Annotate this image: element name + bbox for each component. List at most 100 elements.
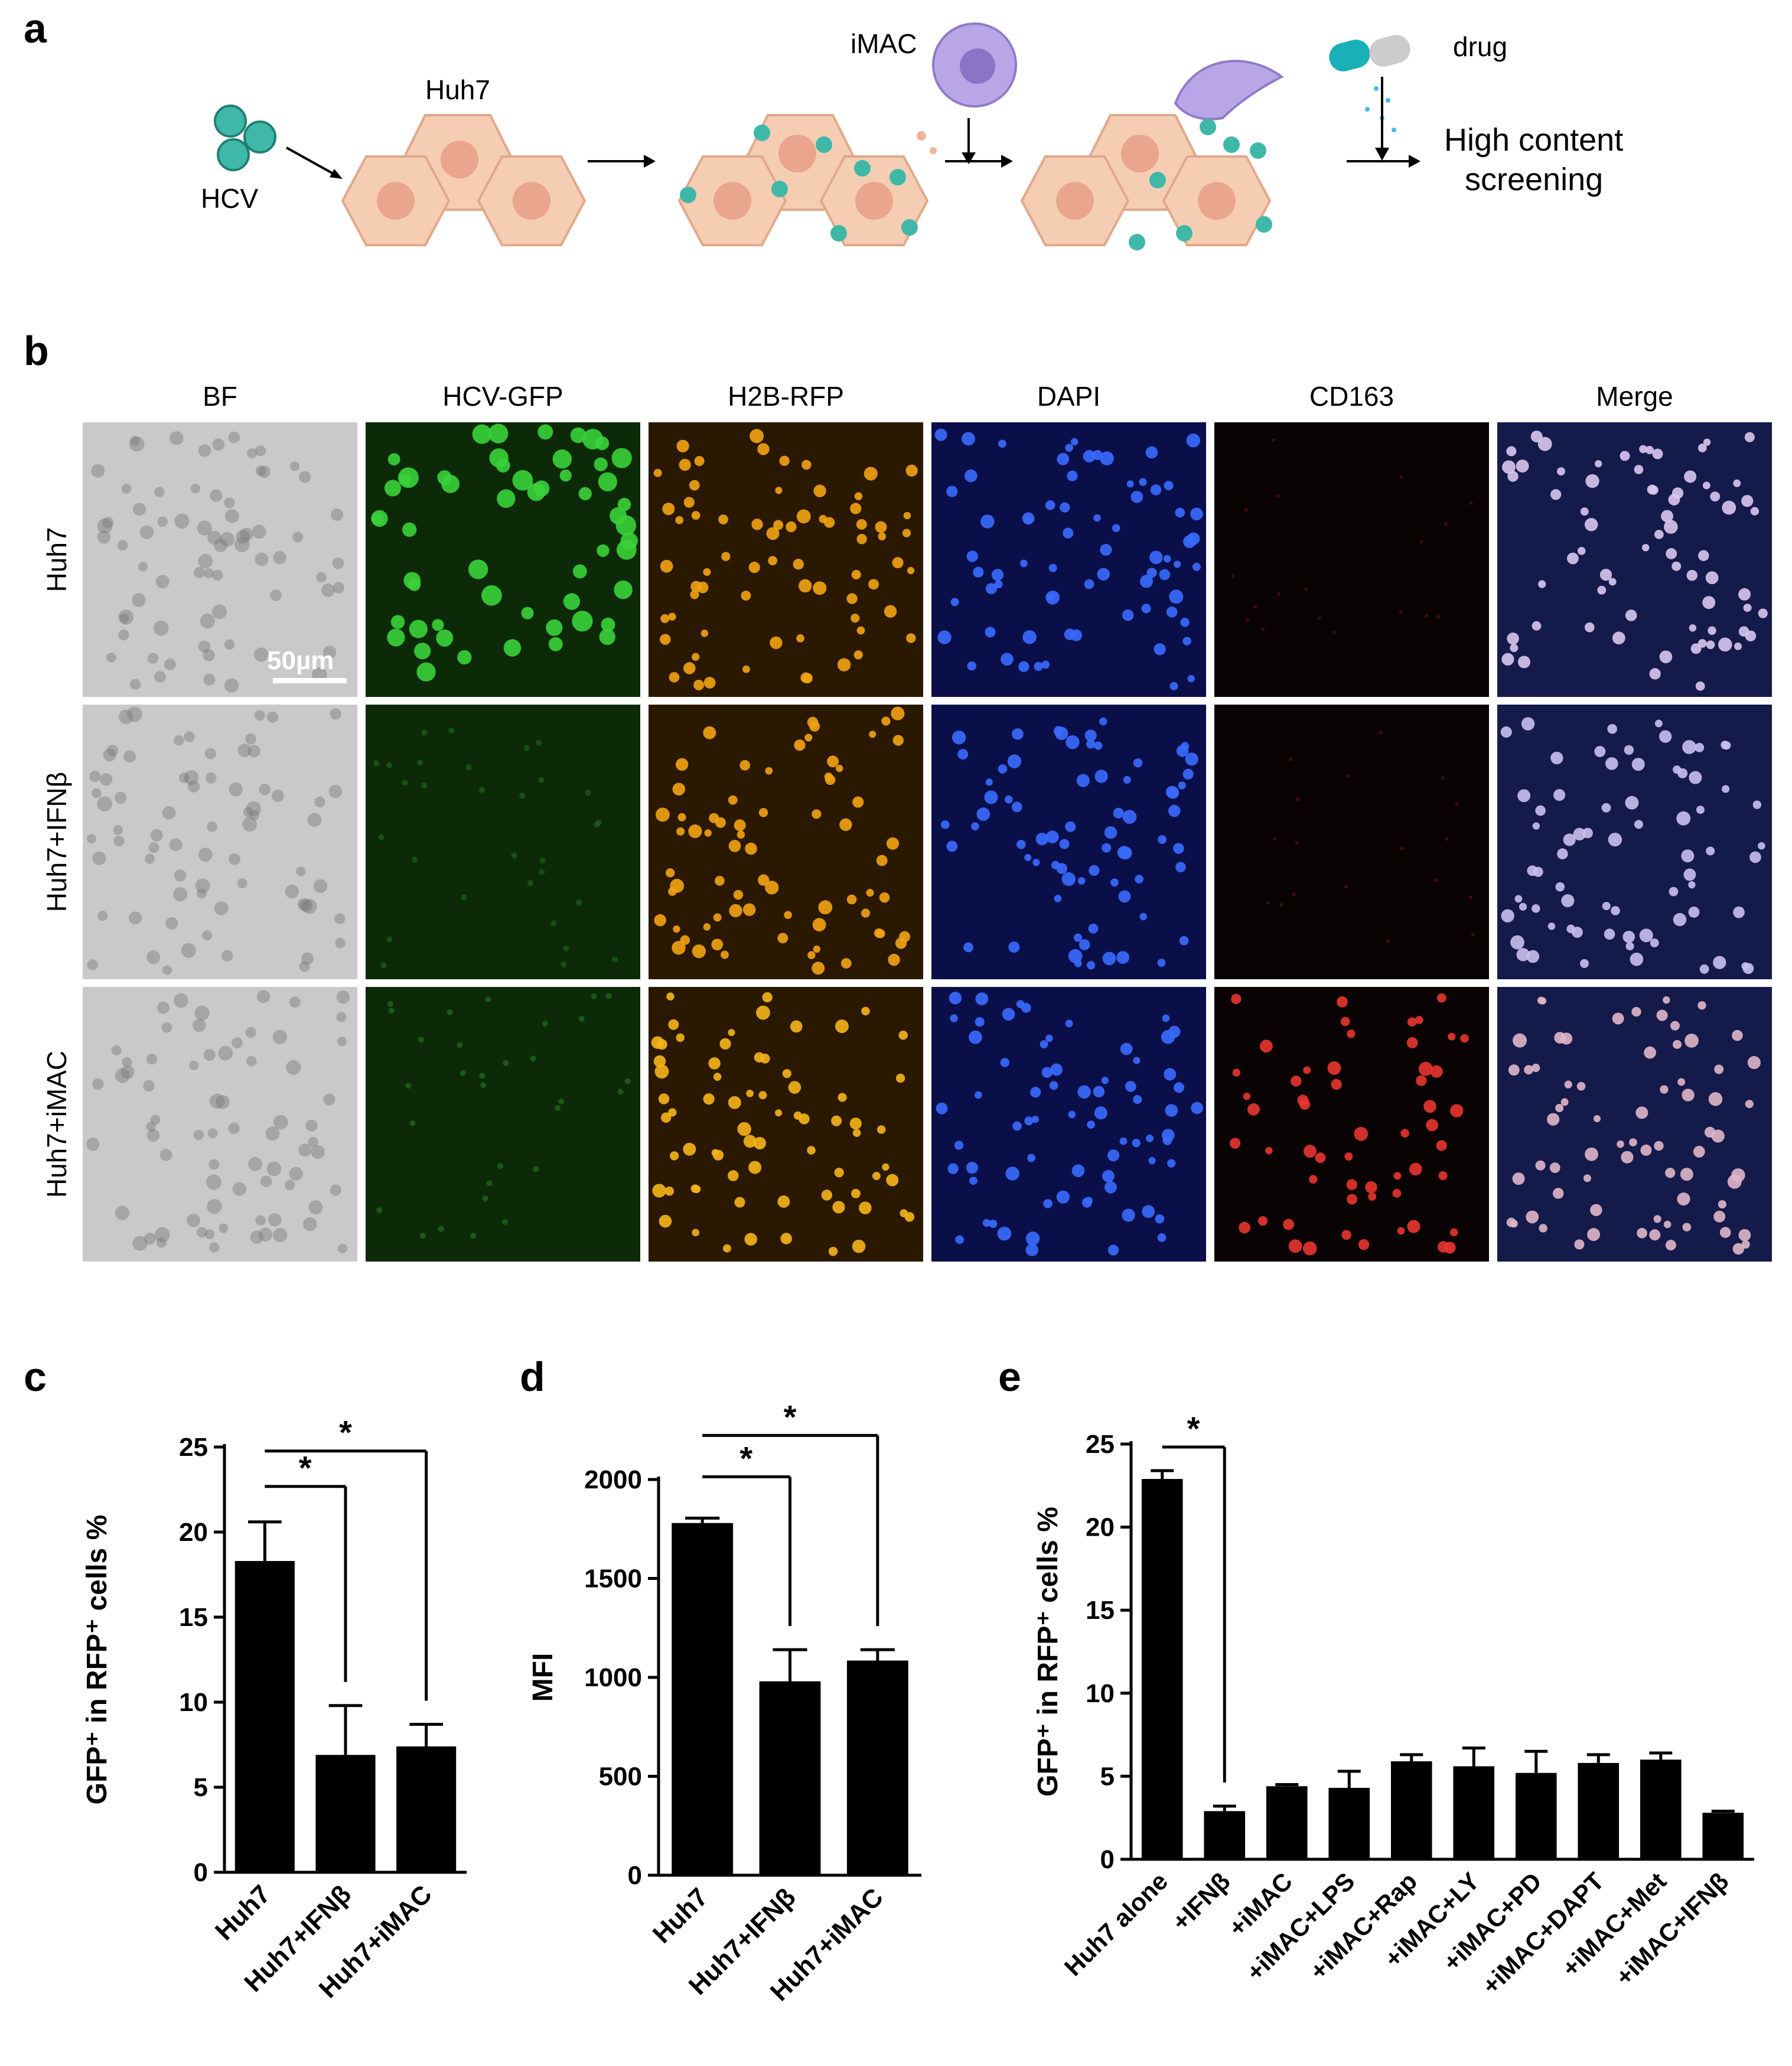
cell-dot bbox=[1354, 1127, 1369, 1141]
cell-dot bbox=[386, 936, 393, 943]
cell-dot bbox=[940, 820, 950, 829]
cell-dot bbox=[809, 721, 820, 732]
cell-dot bbox=[321, 583, 335, 597]
cell-dot bbox=[1159, 569, 1171, 581]
cell-dot bbox=[1550, 751, 1563, 765]
cell-dot bbox=[1696, 806, 1705, 814]
cell-dot bbox=[438, 1226, 444, 1232]
cell-dot bbox=[1087, 961, 1096, 970]
cell-dot bbox=[1265, 1146, 1273, 1155]
cell-dot bbox=[102, 517, 114, 529]
cell-dot bbox=[1731, 1168, 1745, 1182]
cell-dot bbox=[658, 1093, 670, 1104]
cell-dot bbox=[1065, 1019, 1073, 1028]
cell-dot bbox=[461, 894, 467, 901]
cell-dot bbox=[194, 1005, 210, 1021]
cell-dot bbox=[1347, 774, 1351, 778]
cell-dot bbox=[733, 889, 744, 900]
cell-dot bbox=[963, 942, 973, 953]
cell-dot bbox=[210, 489, 223, 502]
cell-dot bbox=[519, 793, 526, 799]
imac-label: iMAC bbox=[851, 28, 917, 59]
x-tick-label-huh7: Huh7 bbox=[647, 1882, 713, 1948]
cell-dot bbox=[212, 438, 225, 451]
cell-dot bbox=[1001, 653, 1014, 666]
cell-dot bbox=[1595, 460, 1602, 468]
cell-dot bbox=[1631, 1006, 1641, 1017]
cell-dot bbox=[1397, 1227, 1405, 1235]
cell-dot bbox=[384, 480, 402, 497]
cell-dot bbox=[1693, 1146, 1705, 1158]
cell-dot bbox=[245, 733, 257, 745]
cell-dot bbox=[793, 559, 804, 570]
cell-dot bbox=[113, 825, 123, 835]
cell-dot bbox=[729, 904, 742, 918]
cell-dot bbox=[1186, 434, 1201, 448]
cell-dot bbox=[666, 868, 675, 878]
cell-dot bbox=[472, 424, 492, 444]
cell-dot bbox=[218, 1045, 233, 1061]
cell-dot bbox=[1673, 1039, 1682, 1049]
cell-dot bbox=[616, 540, 637, 560]
cell-dot bbox=[1441, 776, 1445, 780]
cell-dot bbox=[337, 1243, 348, 1254]
cell-dot bbox=[1506, 1217, 1516, 1227]
cell-dot bbox=[121, 483, 132, 494]
cell-dot bbox=[479, 1073, 486, 1079]
cell-dot bbox=[905, 464, 918, 477]
cell-dot bbox=[234, 536, 250, 552]
cell-dot bbox=[335, 937, 346, 949]
cell-dot bbox=[984, 790, 998, 804]
cell-dot bbox=[254, 647, 269, 662]
cell-dot bbox=[1517, 656, 1530, 669]
cell-dot bbox=[653, 1055, 666, 1068]
cell-dot bbox=[886, 1174, 899, 1187]
cell-dot bbox=[1419, 540, 1423, 544]
cell-dot bbox=[1168, 804, 1181, 817]
cell-dot bbox=[1437, 993, 1446, 1003]
cell-dot bbox=[1608, 578, 1617, 586]
cell-dot bbox=[793, 1111, 802, 1120]
bar-imac-pd bbox=[1515, 1772, 1557, 1859]
cell-dot bbox=[690, 590, 699, 599]
cell-dot bbox=[605, 993, 612, 999]
cell-dot bbox=[1673, 913, 1687, 927]
cell-dot bbox=[478, 787, 485, 793]
cell-dot bbox=[1068, 949, 1083, 963]
cell-dot bbox=[1135, 875, 1143, 884]
cell-dot bbox=[1602, 902, 1611, 911]
cell-dot bbox=[1514, 895, 1523, 903]
cell-dot bbox=[866, 888, 874, 897]
cell-dot bbox=[193, 1018, 206, 1032]
cell-dot bbox=[1680, 1168, 1693, 1181]
cell-dot bbox=[952, 730, 966, 745]
cell-dot bbox=[1597, 585, 1607, 595]
cell-dot bbox=[1059, 839, 1070, 849]
cell-dot bbox=[190, 483, 201, 494]
cell-dot bbox=[486, 1180, 493, 1187]
x-tick-label-ifn: +IFNβ bbox=[1167, 1867, 1236, 1936]
cell-dot bbox=[298, 1143, 312, 1157]
cell-dot bbox=[937, 630, 952, 644]
cell-dot bbox=[501, 1218, 508, 1225]
cell-dot bbox=[173, 735, 184, 746]
cell-dot bbox=[1122, 810, 1137, 824]
cell-dot bbox=[405, 1083, 412, 1089]
cell-dot bbox=[969, 1177, 978, 1185]
cell-dot bbox=[115, 1205, 129, 1220]
cell-dot bbox=[497, 1163, 504, 1169]
arrow-head-icon bbox=[644, 155, 656, 168]
cell-dot bbox=[144, 1232, 156, 1245]
cell-dot bbox=[165, 917, 178, 930]
row-label-huh7: Huh7 bbox=[41, 527, 72, 592]
cell-dot bbox=[1621, 1151, 1634, 1164]
cell-dot bbox=[708, 1057, 721, 1070]
cell-dot bbox=[552, 449, 572, 469]
cell-dot bbox=[668, 1108, 677, 1117]
cell-dot bbox=[737, 1122, 751, 1136]
cell-dot bbox=[187, 780, 200, 793]
cell-dot bbox=[982, 1218, 991, 1227]
cell-dot bbox=[773, 520, 784, 530]
cell-dot bbox=[1665, 1168, 1676, 1178]
cell-dot bbox=[1530, 431, 1543, 443]
